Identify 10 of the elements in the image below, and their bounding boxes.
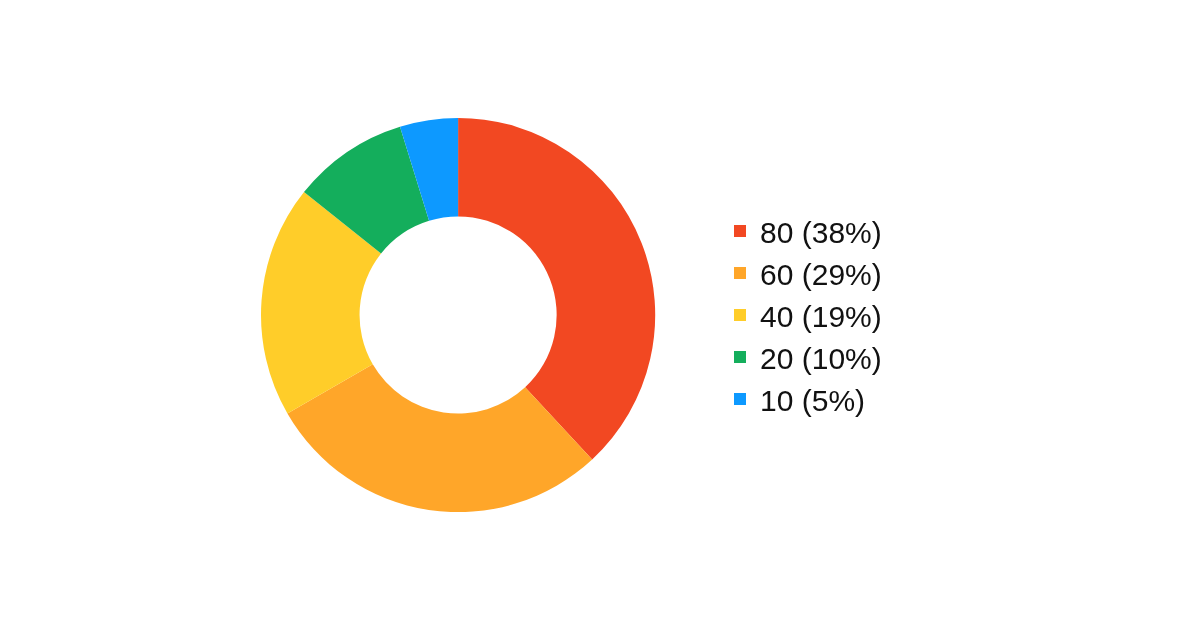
legend-label: 10 (5%) xyxy=(760,383,866,417)
donut-slice xyxy=(261,192,382,414)
donut-slice xyxy=(287,364,593,513)
donut-slice xyxy=(304,126,430,254)
legend-label: 80 (38%) xyxy=(760,215,882,249)
donut-slice xyxy=(400,117,459,221)
legend-label: 40 (19%) xyxy=(760,299,882,333)
donut-slice xyxy=(458,117,655,460)
legend-label: 60 (29%) xyxy=(760,257,882,291)
legend-label: 20 (10%) xyxy=(760,341,882,375)
